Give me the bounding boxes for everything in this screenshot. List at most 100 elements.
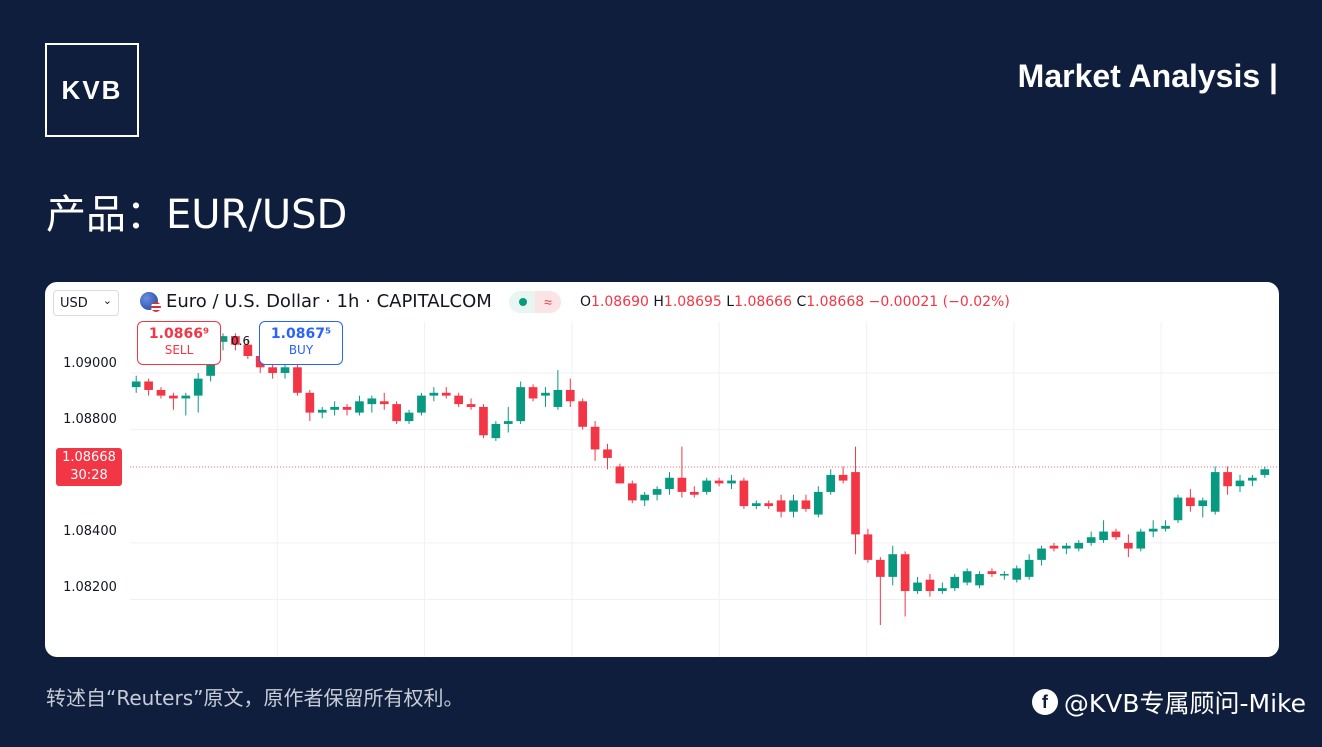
sell-button[interactable]: 1.0866⁹ SELL — [137, 321, 221, 365]
price-axis-label: 1.09000 — [63, 356, 117, 371]
candle-body — [1223, 472, 1232, 487]
candle-body — [1173, 497, 1183, 521]
candle-body — [938, 588, 947, 592]
candle-body — [367, 398, 377, 405]
ohlc-low-label: L — [726, 294, 735, 310]
candle-body — [1012, 568, 1022, 580]
candle-body — [516, 387, 526, 422]
candle-body — [429, 392, 439, 396]
candlestick-chart[interactable] — [45, 282, 1279, 657]
candle-body — [342, 406, 352, 410]
candle-body — [714, 480, 724, 484]
ohlc-high-label: H — [653, 294, 664, 310]
candle-body — [776, 500, 786, 512]
chart-card: USD ⌄ Euro / U.S. Dollar · 1h · CAPITALC… — [45, 282, 1279, 657]
candle-body — [193, 378, 203, 396]
current-price: 1.08668 — [62, 450, 116, 465]
price-axis-label: 1.08800 — [63, 412, 117, 427]
candle-body — [1148, 528, 1158, 532]
candle-body — [900, 554, 910, 592]
candle-body — [1111, 531, 1121, 538]
candle-body — [355, 401, 364, 413]
candle-body — [181, 395, 191, 399]
market-open-dot-icon — [519, 298, 527, 306]
candle-body — [1049, 545, 1059, 549]
candle-body — [702, 480, 712, 492]
candle-body — [1124, 542, 1133, 549]
candle-body — [1136, 531, 1146, 549]
sell-price: 1.0866⁹ — [148, 326, 210, 342]
candle-body — [739, 480, 749, 507]
candle-body — [144, 381, 153, 390]
candle-body — [975, 574, 984, 586]
candle-body — [813, 491, 823, 515]
chevron-down-icon: ⌄ — [102, 294, 112, 307]
candle-body — [441, 392, 451, 396]
candle-body — [156, 389, 166, 396]
candle-body — [305, 392, 315, 413]
currency-select[interactable]: USD ⌄ — [53, 290, 119, 316]
candle-body — [764, 503, 774, 507]
candle-body — [1235, 480, 1245, 487]
page-header-title: Market Analysis | — [1017, 58, 1278, 94]
candle-body — [379, 401, 389, 405]
market-status-pill[interactable]: ≈ — [509, 291, 561, 313]
candle-body — [1099, 531, 1108, 541]
buy-button[interactable]: 1.0867⁵ BUY — [259, 321, 343, 365]
candle-body — [466, 404, 476, 407]
candle-body — [565, 389, 575, 402]
candle-body — [627, 483, 637, 501]
candle-body — [1062, 545, 1071, 549]
candle-body — [491, 423, 501, 439]
candle-body — [851, 472, 860, 535]
candle-body — [404, 412, 414, 422]
candle-body — [1186, 497, 1195, 507]
ohlc-low: 1.08666 — [734, 294, 792, 310]
candle-body — [218, 336, 228, 342]
candle-body — [243, 344, 253, 356]
candle-body — [293, 367, 302, 393]
mini-value: 0.6 — [231, 334, 251, 348]
candle-body — [640, 494, 650, 501]
candle-body — [268, 367, 277, 373]
candle-body — [392, 404, 401, 422]
candle-body — [231, 336, 240, 345]
candle-body — [1161, 525, 1170, 529]
candle-body — [1210, 472, 1220, 512]
sell-label: SELL — [164, 343, 194, 357]
candle-body — [1037, 548, 1046, 560]
candle-body — [801, 500, 811, 509]
kvb-logo: KVB — [45, 43, 139, 137]
candle-body — [1248, 477, 1257, 481]
candle-body — [553, 389, 563, 407]
candle-body — [280, 367, 290, 373]
currency-select-value: USD — [60, 295, 88, 311]
candle-body — [689, 491, 699, 495]
author-handle-text: @KVB专属顾问-Mike — [1063, 689, 1306, 718]
price-axis-label: 1.08400 — [63, 524, 117, 539]
current-price-tag: 1.08668 30:28 — [56, 448, 122, 486]
candle-body — [1074, 542, 1084, 549]
candle-body — [751, 503, 761, 507]
candle-body — [541, 392, 550, 396]
ohlc-open: 1.08690 — [591, 294, 649, 310]
delayed-data-icon: ≈ — [535, 291, 561, 313]
candle-body — [1000, 574, 1009, 576]
candle-body — [603, 449, 612, 458]
candle-body — [169, 395, 178, 399]
candle-body — [131, 381, 141, 388]
candle-body — [826, 474, 836, 492]
candle-body — [875, 559, 885, 577]
ohlc-readout: O1.08690 H1.08695 L1.08666 C1.08668 −0.0… — [580, 294, 1010, 310]
candle-body — [888, 554, 898, 577]
candle-body — [578, 401, 588, 427]
ohlc-change: −0.00021 (−0.02%) — [868, 294, 1010, 310]
ohlc-close-label: C — [796, 294, 807, 310]
candle-body — [962, 571, 972, 583]
bar-countdown: 30:28 — [70, 468, 108, 483]
candle-body — [1198, 500, 1208, 507]
symbol-title[interactable]: Euro / U.S. Dollar · 1h · CAPITALCOM — [166, 291, 492, 312]
candle-body — [727, 480, 736, 484]
buy-label: BUY — [288, 343, 314, 357]
price-axis-label: 1.08200 — [63, 580, 117, 595]
